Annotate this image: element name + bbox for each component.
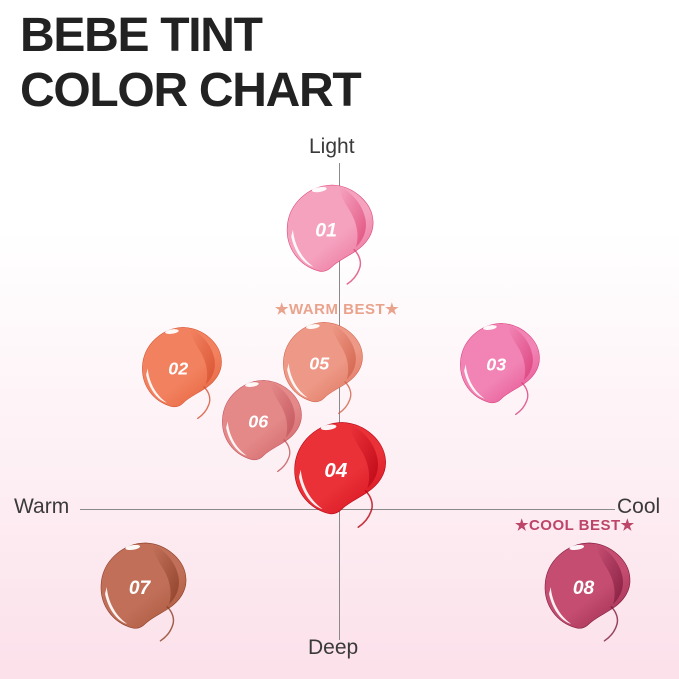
svg-text:08: 08 [572,577,594,598]
svg-text:05: 05 [309,354,330,374]
svg-text:03: 03 [486,355,506,375]
svg-text:06: 06 [248,412,269,432]
svg-text:07: 07 [128,577,151,598]
svg-text:02: 02 [168,359,188,379]
svg-text:04: 04 [324,459,347,482]
svg-text:01: 01 [315,220,337,242]
